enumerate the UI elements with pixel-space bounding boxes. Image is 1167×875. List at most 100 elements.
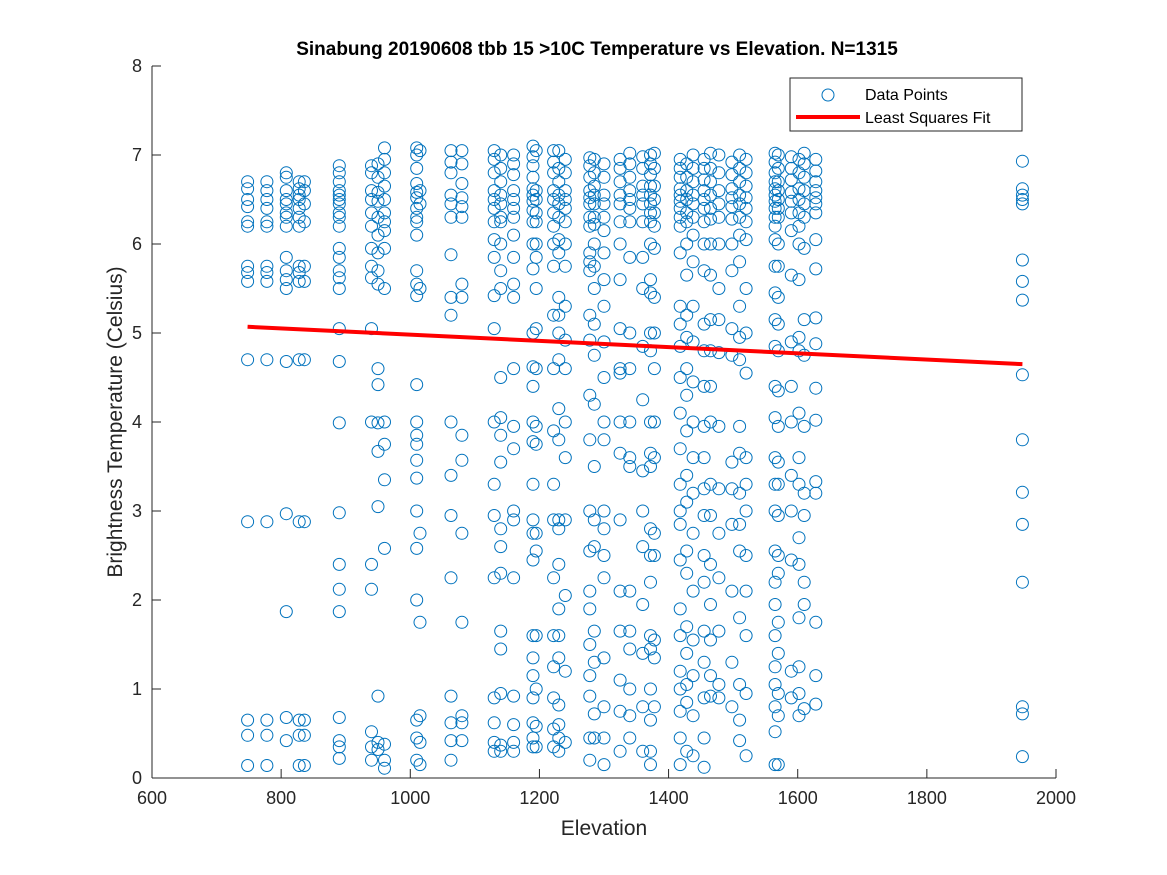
data-point xyxy=(733,678,747,691)
data-point xyxy=(410,713,424,727)
data-point xyxy=(413,282,427,295)
data-point xyxy=(552,651,566,665)
data-point xyxy=(647,290,661,304)
data-point xyxy=(797,170,811,184)
x-tick-label: 1200 xyxy=(519,788,559,808)
data-point xyxy=(797,419,811,433)
data-point xyxy=(613,624,627,638)
data-point xyxy=(673,731,687,745)
data-point xyxy=(704,146,717,160)
data-point xyxy=(494,540,508,554)
data-point xyxy=(583,584,597,598)
data-point xyxy=(784,150,798,164)
data-point xyxy=(636,250,650,264)
data-point xyxy=(455,177,469,190)
data-point xyxy=(686,415,700,429)
data-point xyxy=(494,282,508,295)
data-point xyxy=(712,624,726,638)
data-point xyxy=(444,415,458,429)
data-point xyxy=(636,700,650,714)
data-point xyxy=(378,473,391,487)
data-point xyxy=(332,206,346,220)
data-point xyxy=(1015,517,1029,531)
data-point xyxy=(623,170,637,184)
y-tick-label: 8 xyxy=(132,56,142,76)
data-point xyxy=(494,566,508,580)
data-point xyxy=(494,738,508,752)
data-point xyxy=(410,191,424,205)
data-point xyxy=(413,526,427,540)
data-point xyxy=(444,468,458,482)
data-point xyxy=(494,522,508,536)
data-point xyxy=(644,460,657,473)
data-point xyxy=(410,731,424,745)
data-point xyxy=(1015,433,1029,447)
data-point xyxy=(526,188,540,202)
data-point xyxy=(771,509,785,522)
data-point xyxy=(526,477,540,491)
data-point xyxy=(686,633,700,647)
data-point xyxy=(507,201,521,215)
data-point xyxy=(623,146,637,160)
data-point xyxy=(704,201,717,215)
data-point xyxy=(697,184,711,198)
data-point xyxy=(332,193,346,206)
data-point xyxy=(784,206,798,220)
data-point xyxy=(558,299,572,313)
data-point xyxy=(371,378,385,392)
data-point xyxy=(733,419,747,433)
data-point xyxy=(725,155,739,169)
x-tick-label: 1000 xyxy=(390,788,430,808)
data-point xyxy=(686,451,700,465)
data-point xyxy=(623,193,637,206)
data-point xyxy=(583,504,597,518)
data-point xyxy=(797,702,811,716)
data-point xyxy=(558,184,572,198)
data-point xyxy=(365,259,378,273)
data-point xyxy=(260,515,274,529)
data-point xyxy=(644,642,657,656)
data-point xyxy=(792,557,806,571)
data-point xyxy=(529,322,543,336)
data-point xyxy=(768,575,782,589)
data-point xyxy=(260,201,274,215)
data-point xyxy=(597,210,611,224)
data-point xyxy=(636,598,650,611)
data-point xyxy=(733,353,747,367)
data-point xyxy=(365,219,378,233)
data-point xyxy=(739,326,753,340)
data-point xyxy=(768,678,782,691)
data-point xyxy=(680,362,694,376)
data-point xyxy=(552,698,566,712)
data-point xyxy=(455,615,469,629)
data-point xyxy=(552,718,566,732)
data-point xyxy=(673,758,687,772)
data-point xyxy=(583,731,597,745)
axes: 600 800 1000 1200 1400 1600 1800 2000 0 1 2 3 4 5 6 7 8 xyxy=(132,56,1076,808)
data-point xyxy=(768,175,782,189)
data-point xyxy=(410,277,424,291)
data-point xyxy=(279,206,293,220)
data-point xyxy=(697,624,711,638)
data-point xyxy=(378,206,391,220)
data-point xyxy=(733,713,747,727)
data-point xyxy=(552,144,566,158)
data-point xyxy=(704,313,717,327)
data-point xyxy=(487,152,501,166)
data-point xyxy=(444,248,458,262)
data-point xyxy=(636,393,650,407)
data-point xyxy=(739,749,753,763)
data-point xyxy=(784,224,798,238)
data-point xyxy=(260,266,274,279)
data-point xyxy=(332,250,346,264)
data-point xyxy=(597,188,611,202)
data-point xyxy=(292,759,306,772)
data-point xyxy=(241,193,255,206)
data-point xyxy=(809,175,823,189)
data-point xyxy=(733,517,747,531)
data-point xyxy=(644,682,657,696)
data-point xyxy=(797,241,811,255)
data-point xyxy=(771,161,785,175)
data-point xyxy=(494,411,508,425)
data-point xyxy=(526,513,540,527)
